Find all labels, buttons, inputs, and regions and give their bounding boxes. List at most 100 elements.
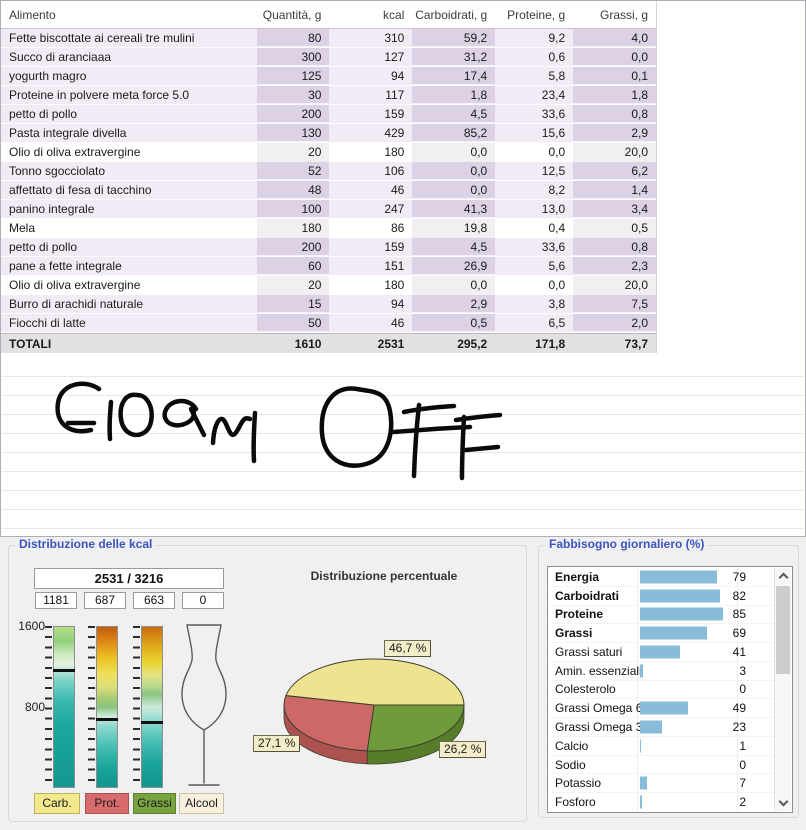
carb-kcal-box: 1181 (35, 592, 77, 609)
cell-fat: 0,0 (573, 48, 656, 66)
cell-prot: 9,2 (548, 31, 566, 45)
cell-name: petto di pollo (9, 107, 78, 121)
pie-chart-title: Distribuzione percentuale (310, 569, 458, 583)
table-row[interactable]: petto di pollo 200 159 4,5 33,6 0,8 (1, 105, 656, 124)
requirement-value: 2 (739, 795, 746, 810)
scroll-down-button[interactable] (775, 795, 791, 811)
table-row[interactable]: affettato di fesa di tacchino 48 46 0,0 8,2 1… (1, 181, 656, 200)
cell-name: yogurth magro (9, 69, 87, 83)
table-row[interactable]: Tonno sgocciolato 52 106 0,0 12,5 6,2 (1, 162, 656, 181)
requirement-bar (640, 739, 641, 753)
col-header-kcal[interactable]: kcal (383, 8, 405, 22)
requirement-row: Grassi 69 (549, 624, 774, 644)
cell-qty: 300 (256, 48, 330, 66)
carb-gauge-ticks (45, 626, 52, 789)
requirement-label: Calcio (555, 738, 589, 753)
requirement-row: Potassio 7 (549, 774, 774, 794)
prot-kcal-box: 687 (84, 592, 126, 609)
scrollbar-thumb[interactable] (776, 586, 790, 674)
table-row[interactable]: Pasta integrale divella 130 429 85,2 15,6 2,9 (1, 124, 656, 143)
cell-name: Burro di arachidi naturale (9, 297, 144, 311)
table-row[interactable]: Proteine in polvere meta force 5.0 30 117 1… (1, 86, 656, 105)
legend-chip-alcool: Alcool (179, 793, 224, 814)
requirement-row: Calcio 1 (549, 737, 774, 756)
table-row[interactable]: Succo di aranciaaa 300 127 31,2 0,6 0,0 (1, 48, 656, 67)
requirements-scrollbar[interactable] (774, 568, 791, 811)
col-header-carboidrati[interactable]: Carboidrati, g (415, 8, 488, 22)
cell-name: Olio di oliva extravergine (9, 145, 141, 159)
prot-gauge-ticks (88, 626, 95, 789)
requirement-row: Carboidrati 82 (549, 587, 774, 606)
food-table: Alimento Quantità, g kcal Carboidrati, g… (1, 1, 657, 353)
cell-name: Olio di oliva extravergine (9, 278, 141, 292)
table-row[interactable]: petto di pollo 200 159 4,5 33,6 0,8 (1, 238, 656, 257)
cell-qty: 100 (256, 200, 330, 218)
requirement-label: Proteine (555, 607, 604, 622)
cell-carb: 0,0 (412, 181, 496, 199)
cell-prot: 5,6 (548, 259, 566, 273)
cell-kcal: 86 (391, 221, 405, 235)
requirement-value: 1 (739, 738, 746, 753)
kcal-distribution-panel: Distribuzione delle kcal 2531 / 3216 118… (8, 537, 527, 822)
requirement-bar (640, 645, 680, 659)
cell-fat: 20,0 (573, 276, 656, 295)
table-row[interactable]: panino integrale 100 247 41,3 13,0 3,4 (1, 200, 656, 219)
legend-chip-grassi: Grassi (133, 793, 176, 814)
kcal-total-box: 2531 / 3216 (34, 568, 224, 589)
food-diary-sheet: Alimento Quantità, g kcal Carboidrati, g… (0, 0, 806, 537)
macro-kcal-boxes: 1181 687 663 0 (35, 592, 224, 609)
cell-kcal: 94 (391, 297, 405, 311)
cell-prot: 5,8 (548, 69, 566, 83)
cell-kcal: 159 (384, 107, 405, 121)
table-row[interactable]: pane a fette integrale 60 151 26,9 5,6 2,3 (1, 257, 656, 276)
cell-prot: 8,2 (548, 183, 566, 197)
table-row[interactable]: Olio di oliva extravergine 20 180 0,0 0,0 20,… (1, 143, 656, 162)
table-row[interactable]: Burro di arachidi naturale 15 94 2,9 3,8 7,5 (1, 295, 656, 314)
table-row[interactable]: Fette biscottate ai cereali tre mulini 80… (1, 29, 656, 48)
axis-label-1600: 1600 (18, 619, 45, 633)
requirement-bar (640, 570, 717, 584)
cell-name: pane a fette integrale (9, 259, 122, 273)
table-row[interactable]: Olio di oliva extravergine 20 180 0,0 0,0 20,… (1, 276, 656, 295)
cell-kcal: 180 (384, 145, 405, 159)
cell-prot: 13,0 (541, 202, 566, 216)
cell-carb: 85,2 (412, 124, 496, 142)
cell-qty: 30 (256, 86, 330, 104)
requirement-label: Fosforo (555, 795, 596, 810)
requirement-row: Grassi Omega 6 49 (549, 699, 774, 719)
cell-qty: 80 (256, 29, 330, 47)
cell-fat: 20,0 (573, 143, 656, 162)
daily-requirements-panel: Fabbisogno giornaliero (%) Energia 79 Carb… (538, 537, 799, 818)
cell-kcal: 106 (384, 164, 405, 178)
cell-fat: 2,9 (573, 124, 656, 142)
col-header-grassi[interactable]: Grassi, g (599, 8, 648, 22)
cell-name: Tonno sgocciolato (9, 164, 106, 178)
cell-name: affettato di fesa di tacchino (9, 183, 152, 197)
food-table-header: Alimento Quantità, g kcal Carboidrati, g… (1, 1, 656, 29)
col-header-quantita[interactable]: Quantità, g (262, 8, 322, 22)
cell-prot: 0,6 (548, 50, 566, 64)
table-row[interactable]: yogurth magro 125 94 17,4 5,8 0,1 (1, 67, 656, 86)
col-header-alimento[interactable]: Alimento (9, 8, 56, 22)
kcal-pie-chart (283, 658, 465, 765)
cell-kcal: 429 (384, 126, 405, 140)
listbox-separator-1 (637, 568, 638, 811)
totals-qty: 1610 (294, 337, 322, 351)
totals-kcal: 2531 (377, 337, 405, 351)
col-header-proteine[interactable]: Proteine, g (507, 8, 566, 22)
cell-prot: 0,0 (548, 278, 566, 292)
cell-prot: 3,8 (548, 297, 566, 311)
requirements-rows: Energia 79 Carboidrati 82 Proteine 85 Grassi 69… (549, 568, 774, 811)
table-row[interactable]: Fiocchi di latte 50 46 0,5 6,5 2,0 (1, 314, 656, 333)
requirement-label: Colesterolo (555, 682, 616, 697)
cell-kcal: 180 (384, 278, 405, 292)
table-row[interactable]: Mela 180 86 19,8 0,4 0,5 (1, 219, 656, 238)
cell-fat: 0,8 (573, 105, 656, 123)
requirement-value: 41 (732, 644, 746, 659)
cell-kcal: 159 (384, 240, 405, 254)
cell-qty: 60 (256, 257, 330, 275)
cell-kcal: 94 (391, 69, 405, 83)
scroll-up-button[interactable] (775, 568, 791, 584)
fat-gauge-bar (141, 626, 163, 788)
